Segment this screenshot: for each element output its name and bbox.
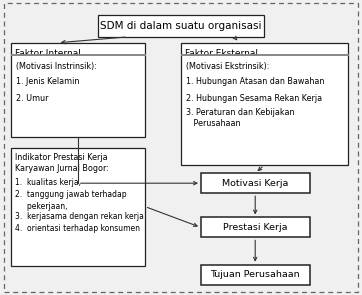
Bar	[201, 265, 310, 285]
Text: pekerjaan,: pekerjaan,	[15, 202, 68, 211]
Bar	[11, 148, 145, 266]
Bar	[181, 43, 348, 165]
Text: Indikator Prestasi Kerja: Indikator Prestasi Kerja	[15, 153, 108, 163]
Text: (Motivasi Ekstrinsik):: (Motivasi Ekstrinsik):	[186, 62, 270, 71]
Text: 1.  kualitas kerja,: 1. kualitas kerja,	[15, 178, 81, 188]
Bar	[11, 43, 145, 137]
Text: 1. Jenis Kelamin: 1. Jenis Kelamin	[16, 77, 80, 86]
Text: Karyawan Jurnal Bogor:: Karyawan Jurnal Bogor:	[15, 164, 109, 173]
Text: 2. Umur: 2. Umur	[16, 94, 49, 104]
Bar	[201, 173, 310, 193]
Text: 3.  kerjasama dengan rekan kerja: 3. kerjasama dengan rekan kerja	[15, 212, 144, 222]
Text: 1. Hubungan Atasan dan Bawahan: 1. Hubungan Atasan dan Bawahan	[186, 77, 325, 86]
Text: Prestasi Kerja: Prestasi Kerja	[223, 223, 287, 232]
Text: (Motivasi Instrinsik):: (Motivasi Instrinsik):	[16, 62, 97, 71]
Text: Motivasi Kerja: Motivasi Kerja	[222, 179, 289, 188]
Text: 3. Peraturan dan Kebijakan: 3. Peraturan dan Kebijakan	[186, 108, 295, 117]
Text: 4.  orientasi terhadap konsumen: 4. orientasi terhadap konsumen	[15, 224, 140, 233]
Bar	[201, 217, 310, 237]
Text: 2.  tanggung jawab terhadap: 2. tanggung jawab terhadap	[15, 190, 127, 199]
Text: Perusahaan: Perusahaan	[186, 119, 241, 129]
Text: SDM di dalam suatu organisasi: SDM di dalam suatu organisasi	[100, 21, 262, 31]
Text: Tujuan Perusahaan: Tujuan Perusahaan	[210, 270, 300, 279]
Text: Faktor Internal: Faktor Internal	[15, 49, 81, 58]
Text: Faktor Eksternal: Faktor Eksternal	[185, 49, 258, 58]
Bar	[98, 15, 264, 37]
Text: 2. Hubungan Sesama Rekan Kerja: 2. Hubungan Sesama Rekan Kerja	[186, 94, 323, 104]
